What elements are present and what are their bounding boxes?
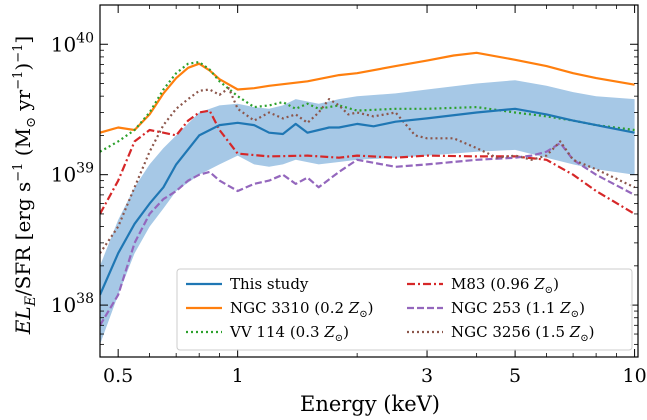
legend-label: NGC 3310 (0.2 Z⊙) — [230, 299, 373, 320]
y-tick-label: 1040 — [51, 30, 94, 56]
y-tick-label: 1038 — [51, 291, 94, 317]
y-tick-label: 1039 — [51, 161, 94, 187]
legend-label: VV 114 (0.3 Z⊙) — [229, 323, 349, 344]
x-tick-label: 5 — [509, 365, 521, 387]
series-line-ngc-3256 — [100, 87, 636, 254]
x-tick-label: 0.5 — [103, 365, 133, 387]
y-axis-label: ELE/SFR [erg s−1 (M⊙ yr−1)−1] — [11, 36, 39, 335]
legend-label: M83 (0.96 Z⊙) — [451, 275, 559, 296]
x-tick-label: 10 — [622, 365, 646, 387]
legend-label: This study — [230, 275, 309, 293]
legend-label: NGC 253 (1.1 Z⊙) — [451, 299, 585, 320]
x-tick-label: 1 — [232, 365, 244, 387]
series-line-this-study — [100, 107, 635, 296]
x-axis-label: Energy (keV) — [300, 392, 440, 416]
legend-label: NGC 3256 (1.5 Z⊙) — [451, 323, 594, 344]
series-line-ngc-3310 — [100, 51, 635, 134]
x-tick-label: 3 — [421, 365, 433, 387]
uncertainty-band — [100, 80, 635, 345]
legend-box — [176, 268, 633, 351]
series-line-ngc-253 — [100, 141, 636, 326]
